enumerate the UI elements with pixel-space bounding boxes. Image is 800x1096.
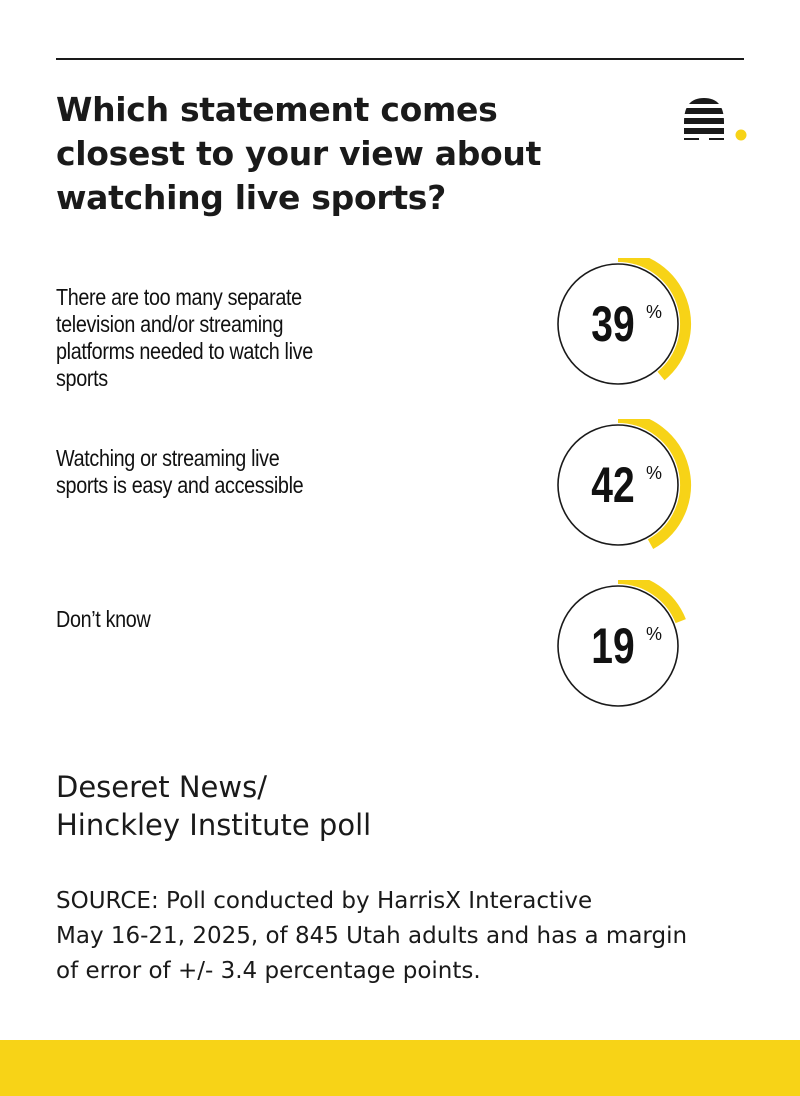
footer-bar: [0, 1040, 800, 1096]
donut-value-arc: [617, 580, 686, 624]
poll-attribution: Deseret News/ Hinckley Institute poll: [56, 768, 656, 844]
donut-outline: [557, 585, 679, 707]
top-divider: [56, 58, 744, 60]
chart-title: Which statement comes closest to your vi…: [56, 90, 542, 217]
source-line-1: SOURCE: Poll conducted by HarrisX Intera…: [56, 888, 593, 914]
donut-ring: 39%: [548, 258, 698, 398]
category-label: Don’t know: [56, 606, 151, 632]
source-note: SOURCE: Poll conducted by HarrisX Intera…: [56, 884, 756, 989]
value-label: 42: [591, 456, 634, 513]
category-label: Watching or streaming live sports is eas…: [56, 445, 304, 498]
percent-sign: %: [646, 463, 662, 483]
percent-sign: %: [646, 302, 662, 322]
donut-outline: [557, 263, 679, 385]
category-label: There are too many separate television a…: [56, 284, 313, 391]
donut-value-arc: [617, 258, 691, 381]
donut-ring: 19%: [548, 580, 698, 720]
donut-ring: 42%: [548, 419, 698, 559]
donut-outline: [557, 424, 679, 546]
source-line-3: of error of +/- 3.4 percentage points.: [56, 958, 481, 984]
donut-value-arc: [617, 419, 691, 549]
value-label: 19: [591, 617, 634, 674]
attribution-line-2: Hinckley Institute poll: [56, 808, 372, 842]
attribution-line-1: Deseret News/: [56, 770, 267, 804]
beehive-icon: [680, 94, 752, 146]
source-line-2: May 16-21, 2025, of 845 Utah adults and …: [56, 923, 688, 949]
value-label: 39: [591, 295, 634, 352]
percent-sign: %: [646, 624, 662, 644]
